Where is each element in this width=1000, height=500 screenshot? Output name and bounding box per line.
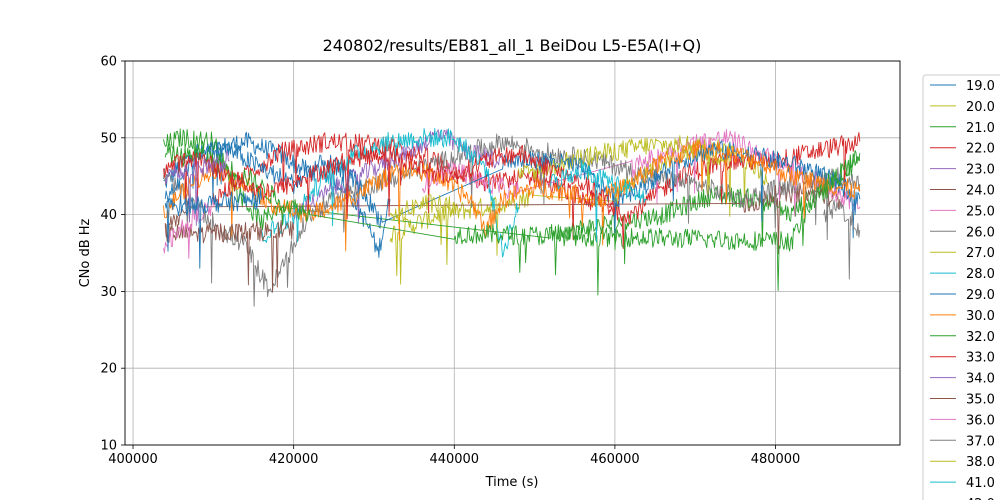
plot-frame [124,60,901,446]
y-axis-ticks: 10 20 30 40 50 60 [100,55,125,454]
legend-label: 41.0 [966,476,995,491]
legend-label: 22.0 [966,142,995,157]
legend-box [922,74,1000,500]
series-line-22-0 [212,132,861,250]
x-axis-ticks: 400000 420000 440000 460000 480000 [108,445,800,467]
legend-label: 28.0 [966,267,995,282]
series-line-41-0 [550,160,648,243]
series-line-26-0 [163,133,861,307]
chart-title: 240802/results/EB81_all_1 BeiDou L5-E5A(… [323,36,702,56]
legend-label: 36.0 [966,413,995,428]
legend-label: 27.0 [966,246,995,261]
series-line-29-0 [164,140,861,239]
legend-label: 42.0 [966,497,995,500]
y-tick-label: 20 [100,362,117,377]
x-axis-label: Time (s) [485,475,539,490]
series-line-37-0 [823,199,861,280]
legend-label: 32.0 [966,330,995,345]
y-tick-label: 60 [100,55,117,70]
y-tick-label: 40 [100,208,117,223]
y-tick-label: 10 [100,439,117,454]
series-line-34-0 [164,150,230,226]
series-layer [163,127,861,307]
x-tick-label: 420000 [269,452,319,467]
x-tick-label: 480000 [751,452,801,467]
legend-label: 21.0 [966,121,995,136]
series-line-27-0 [518,135,728,195]
legend-label: 29.0 [966,288,995,303]
legend-label: 24.0 [966,184,995,199]
series-line-32-0 [164,144,861,296]
legend-label: 30.0 [966,309,995,324]
legend-label: 25.0 [966,204,995,219]
y-axis-label: CNo dB Hz [78,218,93,287]
series-line-42-0 [164,189,262,269]
legend: 19.0 20.0 21.0 22.0 23.0 24.0 25.0 26.0 27.0 28.0… [922,74,1000,500]
series-line-33-0 [163,144,616,220]
x-tick-label: 400000 [108,452,158,467]
legend-label: 26.0 [966,225,995,240]
y-tick-label: 30 [100,285,117,300]
legend-label: 35.0 [966,393,995,408]
legend-label: 34.0 [966,372,995,387]
x-tick-label: 440000 [429,452,479,467]
legend-label: 37.0 [966,434,995,449]
series-line-28-0 [261,127,519,258]
x-tick-label: 460000 [590,452,640,467]
series-line-38-0 [389,194,455,224]
legend-label: 33.0 [966,351,995,366]
y-tick-label: 50 [100,131,117,146]
series-line-36-0 [163,197,214,259]
legend-label: 23.0 [966,163,995,178]
legend-label: 20.0 [966,100,995,115]
legend-label: 19.0 [966,79,995,94]
legend-label: 38.0 [966,455,995,470]
